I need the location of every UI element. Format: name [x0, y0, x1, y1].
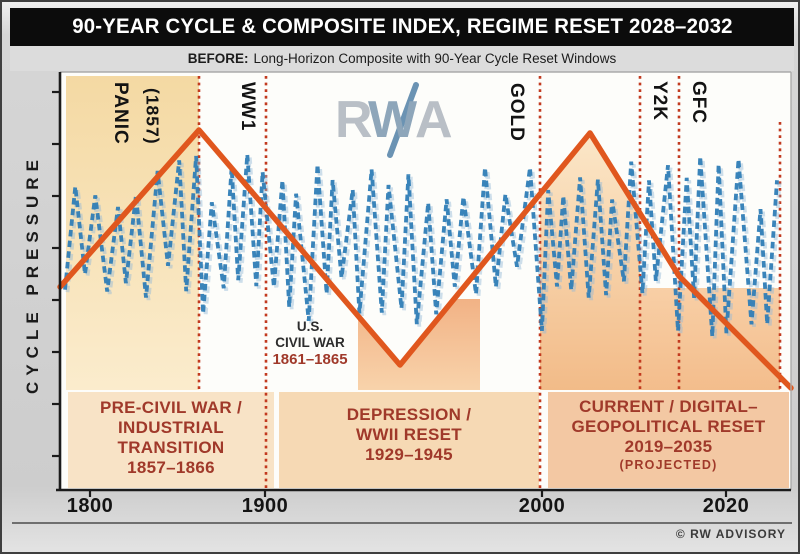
- subtitle-text: Long-Horizon Composite with 90-Year Cycl…: [253, 51, 617, 66]
- region-band-depression: [279, 392, 539, 488]
- composite-line-echo: [65, 156, 782, 340]
- title-bar: 90-YEAR CYCLE & COMPOSITE INDEX, REGIME …: [10, 8, 794, 46]
- composite-line: [63, 154, 779, 337]
- subtitle-bar: BEFORE: Long-Horizon Composite with 90-Y…: [10, 46, 794, 71]
- peak-under-fill: [540, 133, 640, 390]
- watermark-slash: [387, 82, 419, 158]
- region-band-pre-civil-war: [68, 392, 274, 488]
- trough-v-cut: [343, 299, 454, 364]
- region-band-current: [548, 392, 789, 488]
- subtitle-prefix: BEFORE:: [187, 51, 249, 66]
- trend-line: [57, 127, 794, 391]
- page-title: 90-YEAR CYCLE & COMPOSITE INDEX, REGIME …: [71, 15, 733, 38]
